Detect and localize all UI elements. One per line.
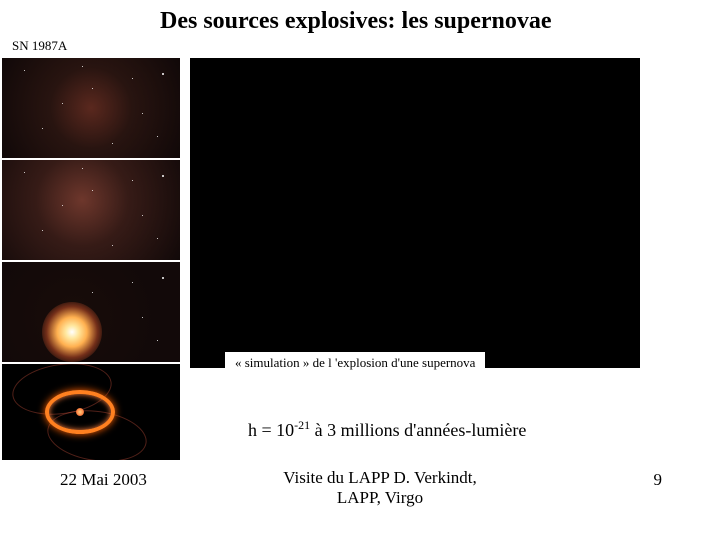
eq-exponent: -21 xyxy=(294,418,310,432)
left-image-column xyxy=(2,58,180,460)
supernova-bright-image xyxy=(2,262,180,362)
footer-center: Visite du LAPP D. Verkindt, LAPP, Virgo xyxy=(240,468,520,508)
footer-line1: Visite du LAPP D. Verkindt, xyxy=(283,468,477,487)
supernova-ring-image xyxy=(2,364,180,460)
slide-number: 9 xyxy=(654,470,663,490)
subtitle-label: SN 1987A xyxy=(12,38,67,54)
footer-line2: LAPP, Virgo xyxy=(337,488,423,507)
slide-title: Des sources explosives: les supernovae xyxy=(160,8,552,35)
simulation-box xyxy=(190,58,640,368)
eq-suffix: à 3 millions d'années-lumière xyxy=(310,420,526,440)
nebula-image-before xyxy=(2,58,180,158)
eq-prefix: h = 10 xyxy=(248,420,294,440)
equation-text: h = 10-21 à 3 millions d'années-lumière xyxy=(248,418,526,441)
simulation-caption: « simulation » de l 'explosion d'une sup… xyxy=(235,355,475,371)
footer-date: 22 Mai 2003 xyxy=(60,470,147,490)
nebula-image-mid xyxy=(2,160,180,260)
